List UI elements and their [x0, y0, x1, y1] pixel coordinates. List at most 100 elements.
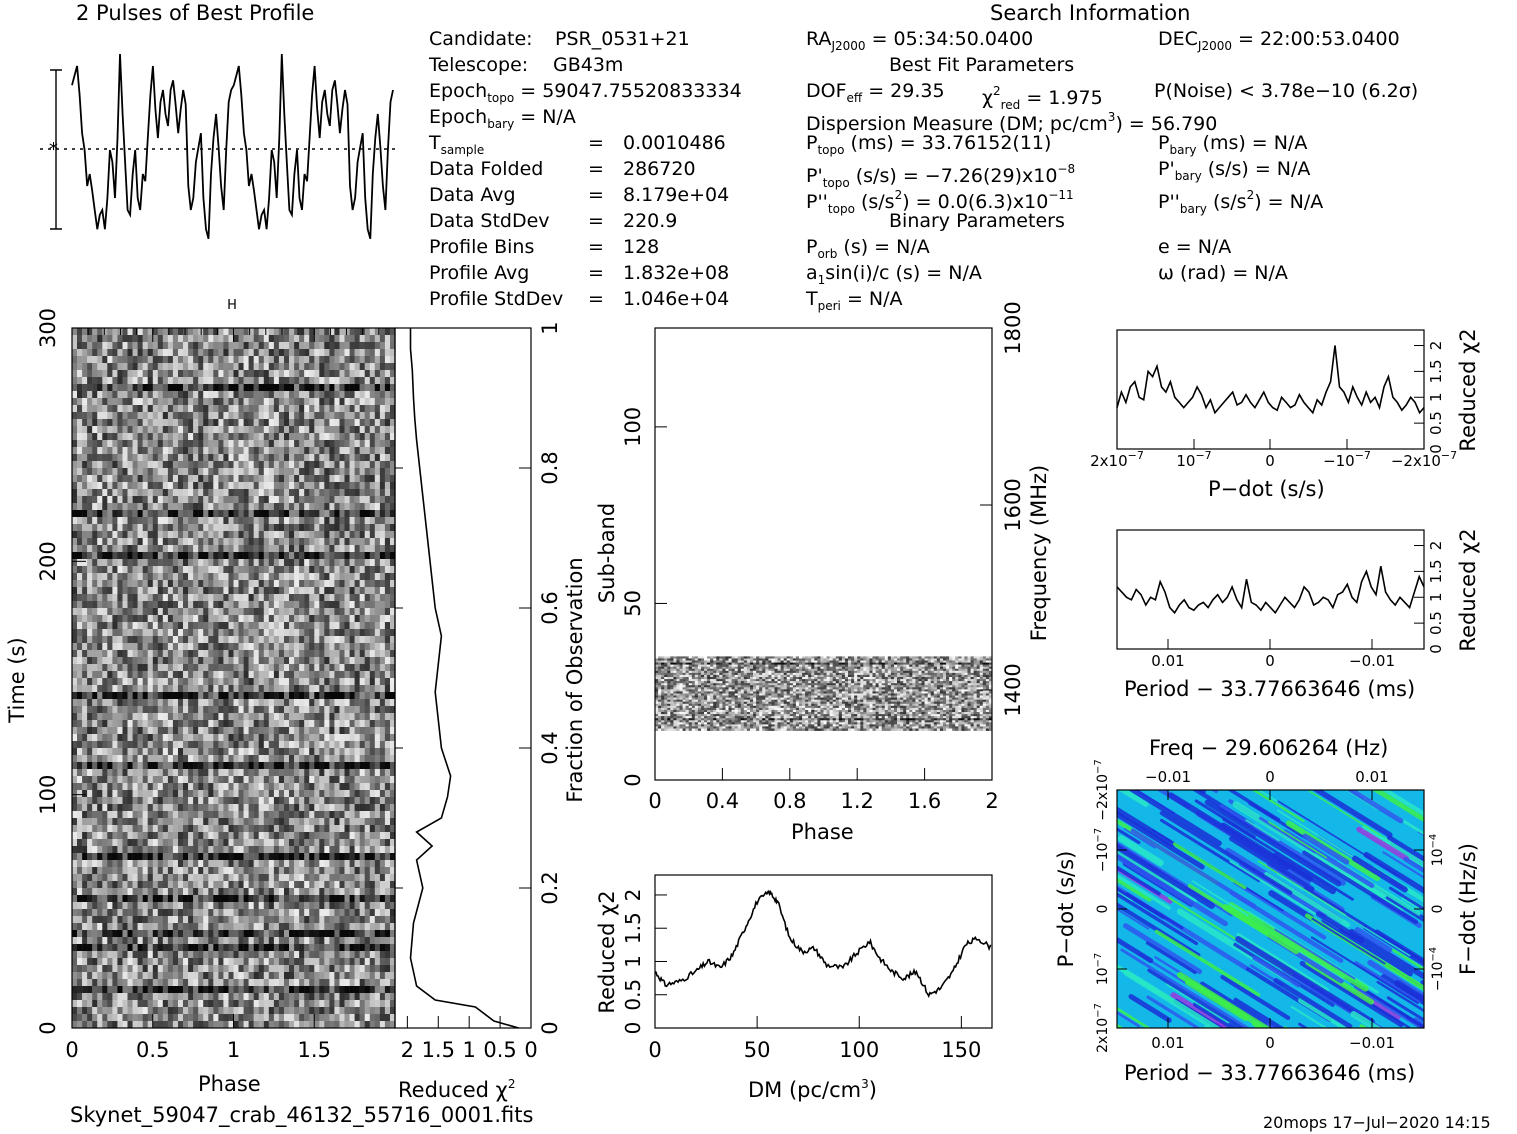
- grayscale-cell: [203, 517, 208, 524]
- grayscale-cell: [188, 755, 193, 762]
- grayscale-cell: [163, 496, 168, 503]
- grayscale-cell: [324, 734, 329, 741]
- grayscale-cell: [112, 559, 117, 566]
- grayscale-cell: [334, 825, 339, 832]
- grayscale-cell: [229, 657, 234, 664]
- grayscale-cell: [244, 349, 249, 356]
- grayscale-cell: [309, 636, 314, 643]
- grayscale-cell: [294, 356, 299, 363]
- grayscale-cell: [223, 566, 228, 573]
- grayscale-cell: [193, 720, 198, 727]
- grayscale-cell: [259, 699, 264, 706]
- grayscale-cell: [173, 356, 178, 363]
- grayscale-cell: [123, 440, 128, 447]
- grayscale-cell: [208, 762, 213, 769]
- grayscale-cell: [193, 370, 198, 377]
- grayscale-cell: [259, 328, 264, 335]
- grayscale-cell: [107, 720, 112, 727]
- grayscale-cell: [284, 349, 289, 356]
- grayscale-cell: [284, 825, 289, 832]
- grayscale-cell: [138, 727, 143, 734]
- grayscale-cell: [345, 748, 350, 755]
- grayscale-cell: [82, 755, 87, 762]
- grayscale-cell: [284, 846, 289, 853]
- grayscale-cell: [198, 405, 203, 412]
- grayscale-cell: [385, 755, 390, 762]
- grayscale-cell: [218, 734, 223, 741]
- grayscale-cell: [208, 839, 213, 846]
- grayscale-cell: [249, 825, 254, 832]
- grayscale-cell: [178, 783, 183, 790]
- grayscale-cell: [244, 496, 249, 503]
- grayscale-cell: [319, 503, 324, 510]
- grayscale-cell: [254, 475, 259, 482]
- grayscale-cell: [72, 475, 77, 482]
- grayscale-cell: [249, 580, 254, 587]
- grayscale-cell: [178, 846, 183, 853]
- grayscale-cell: [350, 706, 355, 713]
- grayscale-cell: [193, 853, 198, 860]
- grayscale-cell: [77, 335, 82, 342]
- grayscale-cell: [284, 524, 289, 531]
- grayscale-cell: [198, 622, 203, 629]
- grayscale-cell: [365, 454, 370, 461]
- grayscale-cell: [385, 496, 390, 503]
- grayscale-cell: [77, 720, 82, 727]
- grayscale-cell: [239, 566, 244, 573]
- grayscale-cell: [112, 468, 117, 475]
- grayscale-cell: [355, 349, 360, 356]
- grayscale-cell: [163, 818, 168, 825]
- grayscale-cell: [72, 685, 77, 692]
- grayscale-cell: [163, 783, 168, 790]
- grayscale-cell: [183, 489, 188, 496]
- grayscale-cell: [289, 580, 294, 587]
- grayscale-cell: [274, 517, 279, 524]
- grayscale-cell: [355, 755, 360, 762]
- grayscale-cell: [153, 475, 158, 482]
- grayscale-cell: [385, 608, 390, 615]
- grayscale-cell: [193, 517, 198, 524]
- grayscale-cell: [299, 566, 304, 573]
- grayscale-cell: [355, 538, 360, 545]
- grayscale-cell: [107, 818, 112, 825]
- grayscale-cell: [294, 398, 299, 405]
- grayscale-cell: [375, 573, 380, 580]
- grayscale-cell: [259, 594, 264, 601]
- grayscale-cell: [112, 531, 117, 538]
- grayscale-cell: [329, 573, 334, 580]
- grayscale-cell: [107, 776, 112, 783]
- grayscale-cell: [188, 538, 193, 545]
- grayscale-cell: [107, 769, 112, 776]
- grayscale-cell: [380, 692, 385, 699]
- grayscale-cell: [72, 769, 77, 776]
- grayscale-cell: [112, 405, 117, 412]
- grayscale-cell: [123, 482, 128, 489]
- grayscale-cell: [234, 629, 239, 636]
- grayscale-cell: [223, 552, 228, 559]
- grayscale-cell: [168, 363, 173, 370]
- grayscale-cell: [87, 839, 92, 846]
- grayscale-cell: [385, 769, 390, 776]
- grayscale-cell: [254, 398, 259, 405]
- grayscale-cell: [294, 741, 299, 748]
- grayscale-cell: [299, 454, 304, 461]
- grayscale-cell: [294, 797, 299, 804]
- grayscale-cell: [345, 475, 350, 482]
- grayscale-cell: [188, 552, 193, 559]
- grayscale-cell: [365, 552, 370, 559]
- grayscale-cell: [264, 342, 269, 349]
- grayscale-cell: [304, 720, 309, 727]
- grayscale-cell: [77, 713, 82, 720]
- grayscale-cell: [324, 727, 329, 734]
- grayscale-cell: [304, 510, 309, 517]
- grayscale-cell: [380, 335, 385, 342]
- grayscale-cell: [133, 342, 138, 349]
- grayscale-cell: [365, 489, 370, 496]
- grayscale-cell: [370, 342, 375, 349]
- grayscale-cell: [112, 608, 117, 615]
- grayscale-cell: [380, 650, 385, 657]
- grayscale-cell: [345, 755, 350, 762]
- grayscale-cell: [375, 496, 380, 503]
- grayscale-cell: [183, 776, 188, 783]
- grayscale-cell: [107, 741, 112, 748]
